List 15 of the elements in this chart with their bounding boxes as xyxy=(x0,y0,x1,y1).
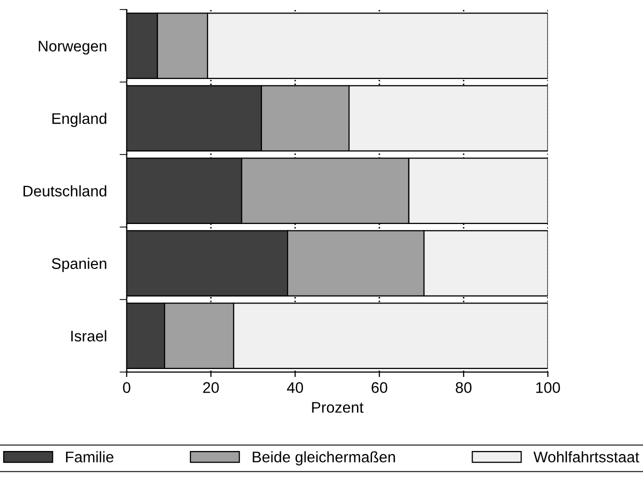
legend-label: Beide gleichermaßen xyxy=(252,451,395,466)
x-tick-label: 40 xyxy=(286,382,304,394)
legend-label: Familie xyxy=(66,451,114,462)
y-tick-label: Spanien xyxy=(52,258,106,272)
x-tick-label: 20 xyxy=(203,382,219,394)
y-tick-label: England xyxy=(52,112,106,127)
x-tick-label: 80 xyxy=(456,382,472,394)
x-tick-label: 0 xyxy=(123,382,130,394)
x-axis-title: Prozent xyxy=(312,402,364,413)
y-tick-label: Norwegen xyxy=(38,40,106,54)
y-tick-label: Deutschland xyxy=(24,185,106,196)
legend-label: Wohlfahrtsstaat xyxy=(533,451,640,462)
x-tick-label: 100 xyxy=(536,382,560,394)
x-tick-label: 60 xyxy=(372,382,388,394)
y-tick-label: Israel xyxy=(71,330,106,342)
